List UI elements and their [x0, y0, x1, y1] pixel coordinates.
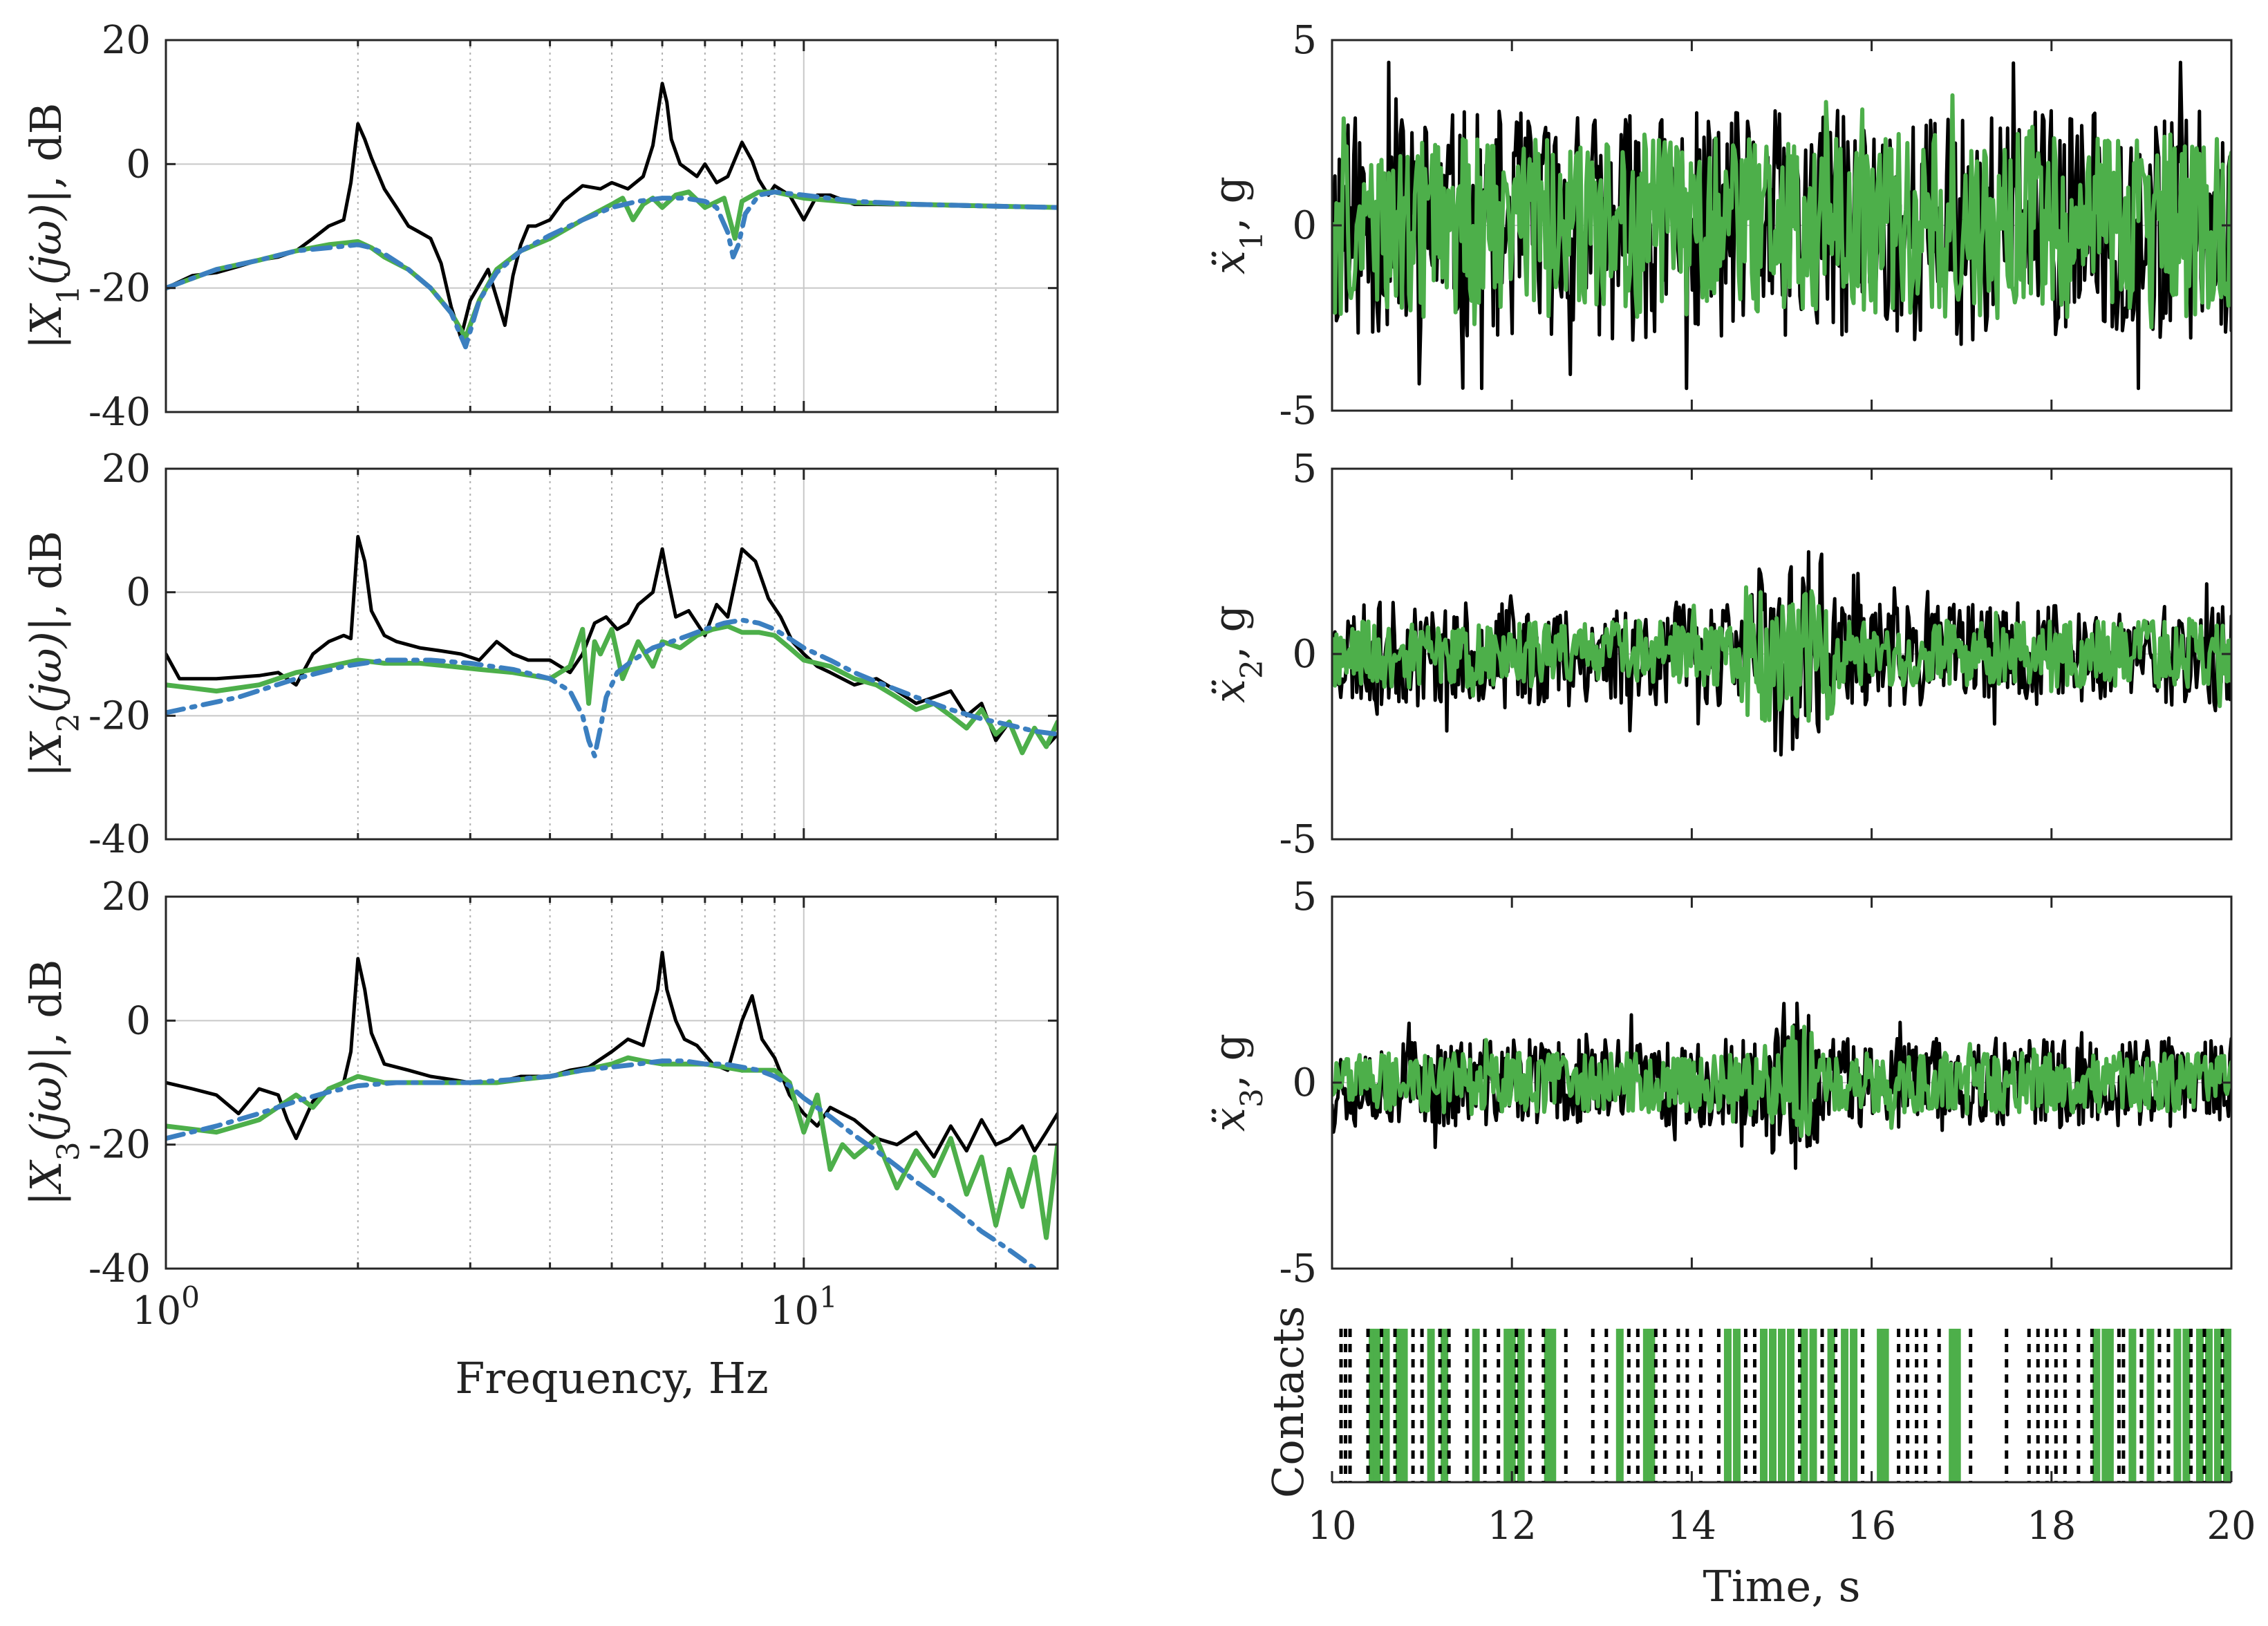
series-line-model_blue — [166, 1058, 1038, 1269]
x1-y-axis-label: |X1(jω)|, dB — [21, 103, 86, 350]
y-tick-label: 0 — [126, 570, 151, 615]
x3-grid — [166, 897, 1058, 1269]
x3-y-axis-label: |X3(jω)|, dB — [21, 960, 86, 1206]
x3-y-ticks: 20 0 -20 -40 — [88, 875, 1058, 1291]
x2-plot-frame — [165, 467, 1059, 841]
panel-x1-acceleration: 5 0 -5 ẍ1, g — [1204, 18, 2233, 433]
x2-accel-plot-frame — [1331, 467, 2233, 841]
series-line-model_green — [166, 624, 1058, 756]
x1-grid — [166, 40, 1058, 412]
y-tick-label: -5 — [1279, 817, 1317, 862]
x2-series — [166, 534, 1058, 758]
y-tick-label: -5 — [1279, 1246, 1317, 1291]
x1-plot-frame — [165, 39, 1059, 413]
contacts-x-ticks: 10 12 14 16 18 20 — [1307, 1471, 2256, 1549]
x3-accel-plot-frame — [1331, 895, 2233, 1270]
series-line-measured — [166, 82, 1058, 339]
y-tick-label: 20 — [102, 18, 151, 63]
x3-series — [166, 951, 1058, 1269]
series-line-model_blue — [166, 617, 1058, 758]
time-axis-label: Time, s — [1703, 1561, 1861, 1611]
x-tick-label: 10 — [1307, 1504, 1356, 1549]
panel-x2-acceleration: 5 0 -5 ẍ2, g — [1204, 447, 2233, 862]
x1-accel-y-axis-label: ẍ1, g — [1204, 176, 1270, 274]
y-tick-label: -40 — [88, 817, 151, 862]
x1-accel-series — [1332, 60, 2231, 391]
y-tick-label: 0 — [1292, 1060, 1317, 1105]
x-tick-label: 12 — [1488, 1504, 1537, 1549]
series-line-measured — [166, 951, 1058, 1159]
x-tick-label: 100 — [132, 1280, 200, 1334]
series-line-measured — [1332, 1001, 2231, 1170]
y-tick-label: 0 — [1292, 632, 1317, 677]
x-tick-label: 20 — [2206, 1504, 2256, 1549]
x-tick-label: 16 — [1847, 1504, 1896, 1549]
x-tick-label: 18 — [2027, 1504, 2076, 1549]
y-tick-label: -20 — [88, 693, 151, 738]
panel-x3-acceleration: 5 0 -5 ẍ3, g — [1204, 875, 2233, 1291]
panel-x3-magnitude: 20 0 -20 -40 100 101 |X3(jω)|, dB Frequency,… — [21, 875, 1059, 1403]
y-tick-label: 20 — [102, 447, 151, 492]
series-line-model — [1332, 93, 2231, 330]
y-tick-label: -20 — [88, 266, 151, 311]
x3-accel-y-axis-label: ẍ3, g — [1204, 1034, 1270, 1132]
contacts-y-axis-label: Contacts — [1263, 1306, 1313, 1498]
series-line-model_green — [166, 1055, 1058, 1240]
panel-x1-magnitude: 20 0 -20 -40 |X1(jω)|, dB — [21, 18, 1059, 435]
series-line-model_blue — [166, 189, 1058, 350]
y-tick-label: 0 — [126, 998, 151, 1043]
y-tick-label: 5 — [1292, 18, 1317, 63]
x3-plot-frame — [165, 895, 1059, 1270]
y-tick-label: -40 — [88, 1246, 151, 1291]
series-line-model — [1332, 1025, 2231, 1139]
y-tick-label: -20 — [88, 1123, 151, 1168]
x1-series — [166, 82, 1058, 350]
y-tick-label: 20 — [102, 875, 151, 919]
frequency-axis-label: Frequency, Hz — [455, 1353, 768, 1403]
x2-accel-series — [1332, 550, 2231, 757]
panel-x2-magnitude: 20 0 -20 -40 |X2(jω)|, dB — [21, 447, 1059, 862]
y-tick-label: 5 — [1292, 447, 1317, 492]
x1-y-ticks: 20 0 -20 -40 — [88, 18, 1058, 435]
y-tick-label: 0 — [126, 142, 151, 187]
x1-accel-plot-frame — [1331, 39, 2233, 412]
series-line-measured — [166, 534, 1058, 755]
series-line-measured — [1332, 550, 2231, 757]
x2-grid — [166, 469, 1058, 839]
x2-y-ticks: 20 0 -20 -40 — [88, 447, 1058, 862]
y-tick-label: -5 — [1279, 389, 1317, 433]
contacts-series — [1339, 1329, 2231, 1482]
x1-x-ticks — [165, 40, 997, 412]
y-tick-label: -40 — [88, 390, 151, 435]
y-tick-label: 5 — [1292, 875, 1317, 919]
x-tick-label: 14 — [1667, 1504, 1716, 1549]
x2-y-axis-label: |X2(jω)|, dB — [21, 531, 86, 778]
x-tick-label: 101 — [770, 1280, 838, 1334]
x2-accel-y-ticks: 5 0 -5 — [1279, 447, 2231, 862]
series-line-model — [1332, 585, 2231, 723]
x3-accel-series — [1332, 1001, 2231, 1170]
x1-accel-y-ticks: 5 0 -5 — [1279, 18, 2231, 433]
panel-contacts: 10 12 14 16 18 20 Contacts Time, s — [1263, 1306, 2256, 1611]
y-tick-label: 0 — [1292, 203, 1317, 248]
x2-accel-y-axis-label: ẍ2, g — [1204, 605, 1270, 703]
